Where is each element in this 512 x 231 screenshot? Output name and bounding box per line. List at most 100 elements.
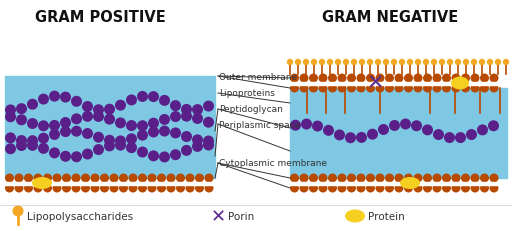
Circle shape	[27, 140, 38, 151]
Circle shape	[385, 74, 394, 83]
Circle shape	[423, 74, 432, 83]
Text: Protein: Protein	[368, 211, 405, 221]
Circle shape	[104, 135, 115, 146]
Circle shape	[404, 74, 413, 83]
Text: Cytoplasmic membrane: Cytoplasmic membrane	[219, 159, 327, 168]
Circle shape	[300, 174, 309, 183]
Circle shape	[328, 84, 337, 93]
Circle shape	[159, 152, 170, 163]
Circle shape	[309, 184, 318, 193]
Circle shape	[115, 118, 126, 129]
Circle shape	[62, 184, 71, 193]
Circle shape	[414, 184, 422, 193]
Circle shape	[351, 60, 357, 66]
Circle shape	[38, 94, 49, 105]
Circle shape	[81, 184, 90, 193]
Circle shape	[407, 60, 413, 66]
Circle shape	[192, 135, 203, 146]
Circle shape	[328, 184, 337, 193]
Circle shape	[366, 84, 375, 93]
Circle shape	[129, 184, 138, 193]
Circle shape	[471, 74, 480, 83]
Circle shape	[71, 96, 82, 107]
Circle shape	[337, 184, 347, 193]
Circle shape	[148, 92, 159, 103]
Circle shape	[356, 174, 366, 183]
Circle shape	[60, 127, 71, 137]
Circle shape	[157, 174, 166, 183]
Circle shape	[72, 184, 80, 193]
Circle shape	[38, 143, 49, 154]
Circle shape	[479, 60, 485, 66]
Circle shape	[110, 174, 118, 183]
Circle shape	[318, 174, 328, 183]
Circle shape	[49, 91, 60, 102]
Circle shape	[335, 60, 341, 66]
Circle shape	[309, 74, 318, 83]
Circle shape	[115, 140, 126, 151]
Circle shape	[290, 74, 299, 83]
Circle shape	[159, 126, 170, 137]
Circle shape	[411, 121, 422, 132]
Circle shape	[345, 133, 356, 144]
Circle shape	[303, 60, 309, 66]
Circle shape	[471, 84, 480, 93]
Circle shape	[366, 184, 375, 193]
Circle shape	[300, 74, 309, 83]
Circle shape	[204, 174, 214, 183]
Circle shape	[471, 60, 477, 66]
Circle shape	[433, 130, 444, 140]
Circle shape	[423, 174, 432, 183]
Circle shape	[480, 84, 489, 93]
Circle shape	[347, 84, 356, 93]
Circle shape	[82, 149, 93, 160]
Circle shape	[148, 151, 159, 162]
Circle shape	[27, 136, 38, 146]
Circle shape	[312, 121, 323, 132]
Circle shape	[347, 174, 356, 183]
Circle shape	[170, 112, 181, 123]
Circle shape	[137, 91, 148, 103]
Circle shape	[337, 74, 347, 83]
Circle shape	[12, 206, 24, 217]
Text: GRAM NEGATIVE: GRAM NEGATIVE	[322, 10, 458, 25]
Circle shape	[356, 132, 367, 143]
Circle shape	[110, 184, 118, 193]
Circle shape	[137, 147, 148, 158]
Circle shape	[195, 184, 204, 193]
Circle shape	[5, 144, 16, 155]
Circle shape	[461, 84, 470, 93]
Circle shape	[301, 119, 312, 130]
Circle shape	[471, 184, 480, 193]
Circle shape	[16, 140, 27, 151]
Circle shape	[391, 60, 397, 66]
Circle shape	[27, 119, 38, 129]
Circle shape	[433, 184, 441, 193]
Circle shape	[195, 174, 204, 183]
Circle shape	[27, 99, 38, 110]
Circle shape	[49, 129, 60, 140]
Circle shape	[404, 84, 413, 93]
Circle shape	[166, 174, 176, 183]
Circle shape	[309, 174, 318, 183]
Circle shape	[337, 174, 347, 183]
Circle shape	[399, 60, 405, 66]
Circle shape	[49, 120, 60, 131]
Circle shape	[442, 84, 451, 93]
Ellipse shape	[451, 77, 469, 90]
Circle shape	[16, 104, 27, 115]
Circle shape	[126, 143, 137, 153]
Circle shape	[383, 60, 389, 66]
Circle shape	[148, 118, 159, 129]
Circle shape	[318, 74, 328, 83]
Circle shape	[203, 117, 214, 128]
Ellipse shape	[32, 177, 52, 189]
Circle shape	[366, 174, 375, 183]
Circle shape	[480, 184, 489, 193]
Circle shape	[33, 174, 42, 183]
Circle shape	[461, 174, 470, 183]
Circle shape	[461, 184, 470, 193]
Circle shape	[60, 92, 71, 103]
Circle shape	[71, 152, 82, 163]
Circle shape	[480, 74, 489, 83]
